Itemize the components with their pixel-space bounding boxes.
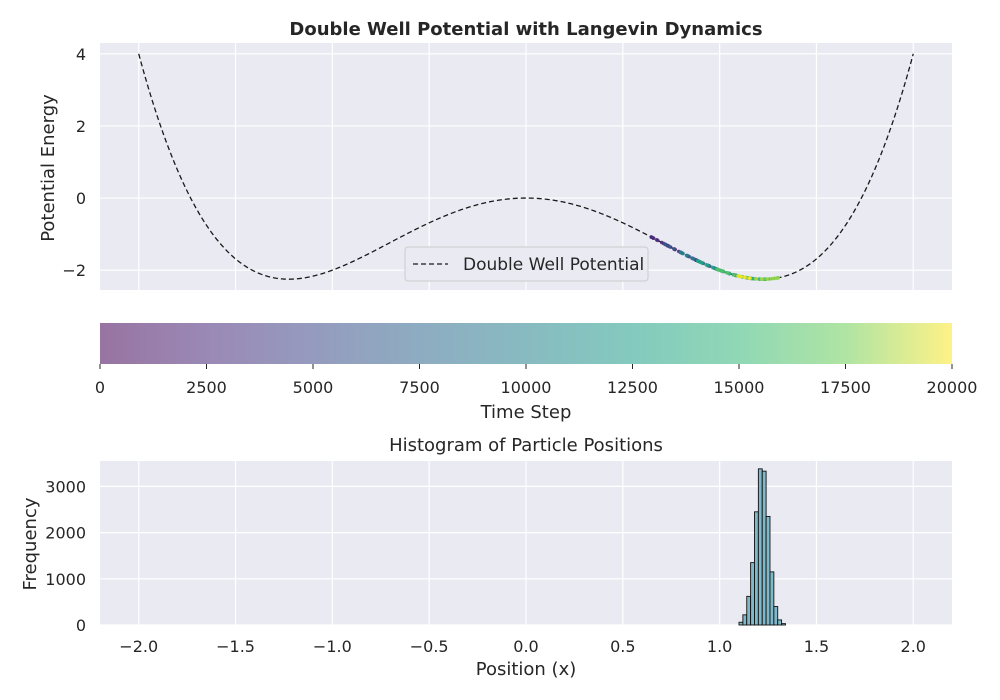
histogram-x-tick-label: −0.5 [410,637,449,656]
histogram-y-tick-label: 3000 [45,477,86,496]
histogram-bar [754,511,759,626]
colorbar-tick-label: 15000 [714,378,765,397]
histogram-x-tick-label: 1.0 [707,637,732,656]
trajectory-point [759,277,764,281]
histogram-bar [742,614,748,626]
trajectory-point [738,274,743,279]
histogram-bar [769,571,775,626]
colorbar-tick-label: 5000 [293,378,334,397]
trajectory-point [725,270,729,275]
histogram-y-tick-label: 2000 [45,524,86,543]
potential-y-tick-label: 2 [76,117,86,136]
trajectory-point [773,276,778,281]
trajectory-point [667,244,671,249]
trajectory-point [747,276,751,280]
trajectory-point [742,275,747,280]
trajectory-point [672,247,676,251]
trajectory-point [731,272,736,277]
colorbar-tick-label: 10000 [501,378,552,397]
histogram-bar [738,621,744,626]
histogram-bar [757,468,763,626]
colorbar-label: Time Step [480,402,572,423]
trajectory-point [680,251,685,256]
trajectory-scatter [649,235,781,281]
potential-panel: 4 2 0 −2 Double Well Potential with Langevi… [38,19,952,290]
histogram-bars [738,468,786,626]
legend-label: Double Well Potential [463,255,644,275]
potential-y-tick-label: 0 [76,189,86,208]
histogram-bar [746,595,752,626]
colorbar-ticks: 0 2500 5000 7500 10000 12500 15000 17500 20000 [95,364,978,397]
trajectory-point [720,269,724,273]
histogram-x-tick-label: −1.0 [313,637,352,656]
histogram-title: Histogram of Particle Positions [389,435,663,456]
colorbar-tick-label: 2500 [186,378,227,397]
trajectory-point [710,265,715,270]
histogram-bar [777,619,783,626]
histogram-bar [750,562,755,626]
histogram-y-tick-label: 1000 [45,570,86,589]
histogram-y-tick-label: 0 [76,616,86,635]
histogram-xlabel: Position (x) [476,659,577,680]
colorbar-tick-label: 7500 [399,378,440,397]
histogram-x-tick-label: 1.5 [804,637,829,656]
potential-ylabel: Potential Energy [38,94,59,242]
trajectory-point [765,277,769,281]
colorbar-tick-label: 20000 [927,378,978,397]
potential-title: Double Well Potential with Langevin Dyna… [289,19,762,40]
histogram-x-tick-label: 0.5 [610,637,635,656]
colorbar-tick-label: 0 [95,378,105,397]
legend-box [404,246,649,282]
histogram-x-tick-label: 2.0 [901,637,926,656]
trajectory-point [663,242,668,247]
colorbar-gradient [100,323,952,364]
trajectory-point [716,267,721,272]
histogram-bar [761,470,767,626]
histogram-x-tick-label: 0.0 [513,637,538,656]
trajectory-point [696,259,701,263]
trajectory-point [655,238,660,243]
histogram-bar [765,515,771,626]
colorbar-tick-label: 17500 [820,378,871,397]
trajectory-point [704,262,708,267]
trajectory-point [754,277,758,281]
potential-y-tick-label: 4 [76,45,86,64]
histogram-x-tick-label: −1.5 [216,637,255,656]
trajectory-point [690,256,695,261]
histogram-bar [773,606,779,626]
histogram-panel: Histogram of Particle Positions 0 1000 200… [20,435,952,680]
potential-y-tick-label: −2 [62,261,86,280]
trajectory-point [699,260,704,265]
histogram-x-tick-label: −2.0 [119,637,158,656]
colorbar: 0 2500 5000 7500 10000 12500 15000 17500 20000 T… [95,323,978,423]
potential-y-ticks: 4 2 0 −2 [62,45,86,280]
potential-gridlines [100,43,952,290]
colorbar-tick-label: 12500 [607,378,658,397]
potential-legend: Double Well Potential [404,246,649,282]
histogram-ylabel: Frequency [20,497,41,590]
histogram-gridlines [100,461,952,626]
trajectory-point [651,236,656,240]
double-well-potential-line [138,53,914,280]
histogram-bar [781,623,786,626]
trajectory-point [684,253,689,258]
histogram-y-ticks: 0 1000 2000 3000 [45,477,86,635]
trajectory-point [770,276,774,281]
histogram-x-ticks: −2.0 −1.5 −1.0 −0.5 0.0 0.5 1.0 1.5 2.0 [119,637,926,656]
